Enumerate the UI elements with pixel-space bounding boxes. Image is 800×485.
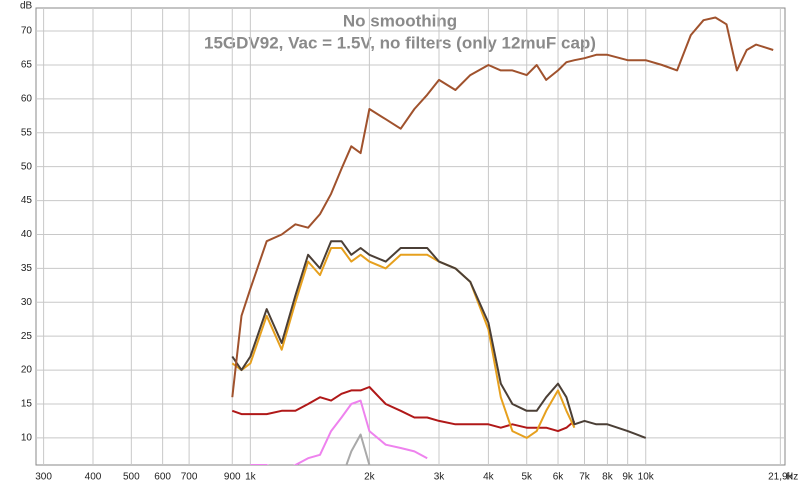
x-tick-label: 21,9k [768, 472, 793, 483]
x-tick-label: 7k [579, 472, 591, 483]
y-tick-label: 50 [21, 161, 33, 172]
y-axis-label: dB [20, 1, 33, 12]
y-tick-label: 70 [21, 26, 33, 37]
x-tick-label: 2k [364, 472, 376, 483]
y-tick-label: 45 [21, 195, 33, 206]
x-tick-label: 1k [245, 472, 257, 483]
x-tick-label: 8k [602, 472, 614, 483]
y-tick-label: 10 [21, 433, 33, 444]
y-tick-label: 20 [21, 365, 33, 376]
y-tick-label: 55 [21, 127, 33, 138]
y-tick-label: 35 [21, 263, 33, 274]
series-line [231, 16, 774, 398]
x-tick-label: 400 [85, 472, 102, 483]
y-tick-label: 15 [21, 399, 33, 410]
grid [36, 8, 785, 465]
x-axis-label: Hz [786, 472, 798, 483]
x-tick-label: 10k [638, 472, 655, 483]
x-tick-label: 9k [622, 472, 634, 483]
plot-area [35, 7, 786, 466]
series-line [231, 240, 647, 439]
chart-title: No smoothing [343, 11, 457, 30]
x-tick-label: 900 [224, 472, 241, 483]
x-tick-label: 4k [483, 472, 495, 483]
series-line [250, 399, 428, 465]
x-tick-label: 300 [35, 472, 52, 483]
x-tick-label: 3k [434, 472, 446, 483]
x-tick-label: 600 [154, 472, 171, 483]
x-tick-label: 5k [521, 472, 533, 483]
y-tick-label: 30 [21, 297, 33, 308]
x-tick-label: 6k [553, 472, 565, 483]
series-line [231, 247, 576, 439]
lines [231, 16, 774, 465]
x-tick-label: 500 [123, 472, 140, 483]
series-line [345, 433, 371, 465]
series-line [231, 386, 576, 433]
y-tick-label: 25 [21, 331, 33, 342]
chart-subtitle: 15GDV92, Vac = 1.5V, no filters (only 12… [204, 33, 596, 52]
x-tick-label: 700 [181, 472, 198, 483]
y-tick-label: 65 [21, 60, 33, 71]
y-tick-label: 40 [21, 229, 33, 240]
y-tick-label: 60 [21, 93, 33, 104]
